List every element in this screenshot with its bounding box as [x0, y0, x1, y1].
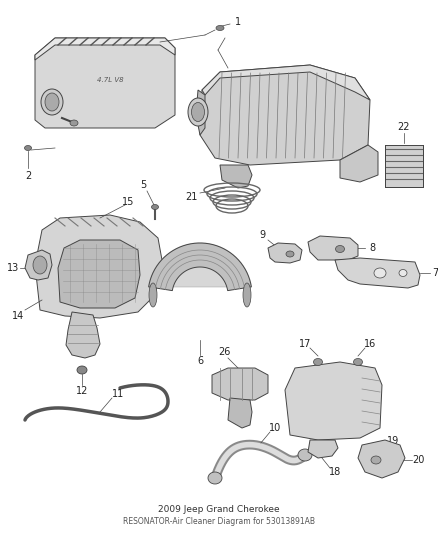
- Polygon shape: [268, 243, 302, 263]
- Ellipse shape: [33, 256, 47, 274]
- Text: 2: 2: [25, 171, 31, 181]
- Text: 1: 1: [235, 17, 241, 27]
- Polygon shape: [148, 243, 251, 287]
- Ellipse shape: [298, 449, 312, 461]
- Ellipse shape: [208, 472, 222, 484]
- Text: 14: 14: [12, 311, 24, 321]
- Ellipse shape: [191, 102, 205, 122]
- Text: 16: 16: [364, 339, 376, 349]
- Text: 13: 13: [7, 263, 19, 273]
- Polygon shape: [335, 258, 420, 288]
- Ellipse shape: [41, 89, 63, 115]
- Polygon shape: [196, 90, 205, 135]
- Polygon shape: [35, 215, 162, 318]
- Ellipse shape: [188, 98, 208, 126]
- Polygon shape: [200, 65, 370, 165]
- Polygon shape: [285, 362, 382, 440]
- Polygon shape: [58, 240, 140, 308]
- Ellipse shape: [399, 270, 407, 277]
- Polygon shape: [220, 165, 252, 188]
- Ellipse shape: [371, 456, 381, 464]
- Polygon shape: [148, 243, 251, 290]
- Text: 11: 11: [112, 389, 124, 399]
- Ellipse shape: [216, 26, 224, 30]
- Text: 10: 10: [269, 423, 281, 433]
- Ellipse shape: [152, 205, 159, 209]
- Ellipse shape: [314, 359, 322, 366]
- Text: 15: 15: [122, 197, 134, 207]
- Text: 8: 8: [369, 243, 375, 253]
- Ellipse shape: [243, 283, 251, 307]
- Text: 4.7L V8: 4.7L V8: [97, 77, 124, 83]
- Text: 26: 26: [218, 347, 230, 357]
- Polygon shape: [358, 440, 405, 478]
- Text: 20: 20: [412, 455, 424, 465]
- Polygon shape: [228, 398, 252, 428]
- Polygon shape: [308, 236, 358, 260]
- Polygon shape: [202, 65, 370, 100]
- Text: RESONATOR-Air Cleaner Diagram for 53013891AB: RESONATOR-Air Cleaner Diagram for 530138…: [123, 518, 315, 527]
- Text: 19: 19: [387, 436, 399, 446]
- Ellipse shape: [70, 120, 78, 126]
- Ellipse shape: [45, 93, 59, 111]
- Polygon shape: [25, 250, 52, 280]
- Text: 17: 17: [299, 339, 311, 349]
- Ellipse shape: [336, 246, 345, 253]
- Polygon shape: [35, 38, 175, 60]
- Text: 5: 5: [140, 180, 146, 190]
- Polygon shape: [308, 440, 338, 458]
- Polygon shape: [385, 145, 423, 187]
- Ellipse shape: [374, 268, 386, 278]
- Text: 9: 9: [259, 230, 265, 240]
- Ellipse shape: [149, 283, 157, 307]
- Polygon shape: [340, 145, 378, 182]
- Ellipse shape: [25, 146, 32, 150]
- Polygon shape: [66, 312, 100, 358]
- Polygon shape: [212, 368, 268, 400]
- Ellipse shape: [286, 251, 294, 257]
- Text: 2009 Jeep Grand Cherokee: 2009 Jeep Grand Cherokee: [158, 505, 280, 514]
- Polygon shape: [35, 38, 175, 128]
- Text: 22: 22: [398, 122, 410, 132]
- Ellipse shape: [353, 359, 363, 366]
- Text: 7: 7: [432, 268, 438, 278]
- Text: 12: 12: [76, 386, 88, 396]
- Text: 6: 6: [197, 356, 203, 366]
- Text: 21: 21: [185, 192, 197, 202]
- Ellipse shape: [77, 366, 87, 374]
- Text: 18: 18: [329, 467, 341, 477]
